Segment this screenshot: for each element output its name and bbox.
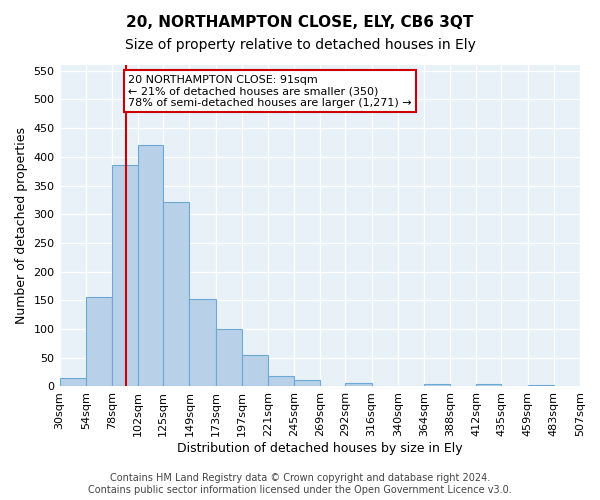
Bar [163,202,190,386]
Text: 20, NORTHAMPTON CLOSE, ELY, CB6 3QT: 20, NORTHAMPTON CLOSE, ELY, CB6 3QT [127,15,473,30]
Bar [527,384,554,386]
Bar [346,383,371,386]
Bar [112,166,138,386]
Text: Contains HM Land Registry data © Crown copyright and database right 2024.
Contai: Contains HM Land Registry data © Crown c… [88,474,512,495]
Bar [86,298,112,386]
X-axis label: Distribution of detached houses by size in Ely: Distribution of detached houses by size … [177,442,463,455]
Y-axis label: Number of detached properties: Number of detached properties [15,127,28,324]
Bar [190,298,215,386]
Bar [59,378,86,386]
Text: Size of property relative to detached houses in Ely: Size of property relative to detached ho… [125,38,475,52]
Bar [424,384,450,386]
Bar [476,384,502,386]
Bar [138,146,163,386]
Bar [215,329,242,386]
Text: 20 NORTHAMPTON CLOSE: 91sqm
← 21% of detached houses are smaller (350)
78% of se: 20 NORTHAMPTON CLOSE: 91sqm ← 21% of det… [128,75,412,108]
Bar [268,376,294,386]
Bar [294,380,320,386]
Bar [242,355,268,386]
